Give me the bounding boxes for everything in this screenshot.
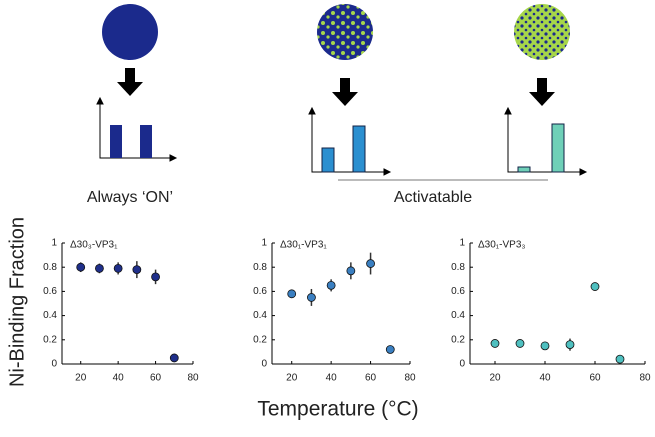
y-tick-label: 1 [261,238,267,249]
point [565,340,575,350]
y-tick-label: 0.6 [253,286,267,297]
y-tick-label: 0.6 [451,286,465,297]
point [385,345,395,354]
point [615,354,625,364]
x-tick-label: 20 [286,373,298,384]
y-tick-label: 0.2 [253,334,267,345]
caption: Always ‘ON’ [87,189,173,206]
x-tick-label: 40 [539,373,551,384]
point [151,272,160,282]
y-tick-label: 0 [51,359,57,370]
x-tick-label: 60 [150,373,162,384]
chart-title: Δ30₃-VP3₁ [70,240,118,251]
schematic [96,4,588,181]
y-tick-label: 0.6 [43,286,57,297]
y-tick-label: 0.4 [451,310,465,321]
point [346,266,356,276]
x-tick-label: 20 [75,373,87,384]
y-tick-label: 0 [261,359,267,370]
point [95,264,104,273]
point [113,264,123,273]
point [307,293,316,302]
x-tick-label: 80 [639,373,651,384]
y-tick-label: 1 [51,238,57,249]
y-tick-label: 0.8 [43,262,57,273]
y-tick-label: 0 [459,359,465,370]
point [366,259,375,268]
x-axis-label: Temperature (°C) [257,398,418,421]
chart-title: Δ30₁-VP3₃ [478,240,525,251]
point [287,289,297,299]
point [132,265,142,275]
chart-title: Δ30₁-VP3₁ [280,240,327,251]
point [76,262,86,272]
y-axis-label: Ni-Binding Fraction [6,217,28,387]
x-tick-label: 80 [404,373,416,384]
caption: Activatable [394,189,472,206]
point [169,353,179,363]
y-tick-label: 0.2 [43,334,57,345]
point [326,280,336,290]
y-tick-label: 0.8 [253,262,267,273]
y-tick-label: 0.4 [253,310,267,321]
point [490,339,500,348]
point [515,339,525,348]
x-tick-label: 40 [326,373,338,384]
y-tick-label: 0.8 [451,262,465,273]
x-tick-label: 80 [187,373,199,384]
y-tick-label: 0.4 [43,310,57,321]
x-tick-label: 60 [589,373,601,384]
point [590,282,600,291]
x-tick-label: 20 [489,373,501,384]
y-tick-label: 1 [459,238,465,249]
x-tick-label: 60 [365,373,377,384]
point [540,341,550,351]
y-tick-label: 0.2 [451,334,465,345]
x-tick-label: 40 [113,373,125,384]
